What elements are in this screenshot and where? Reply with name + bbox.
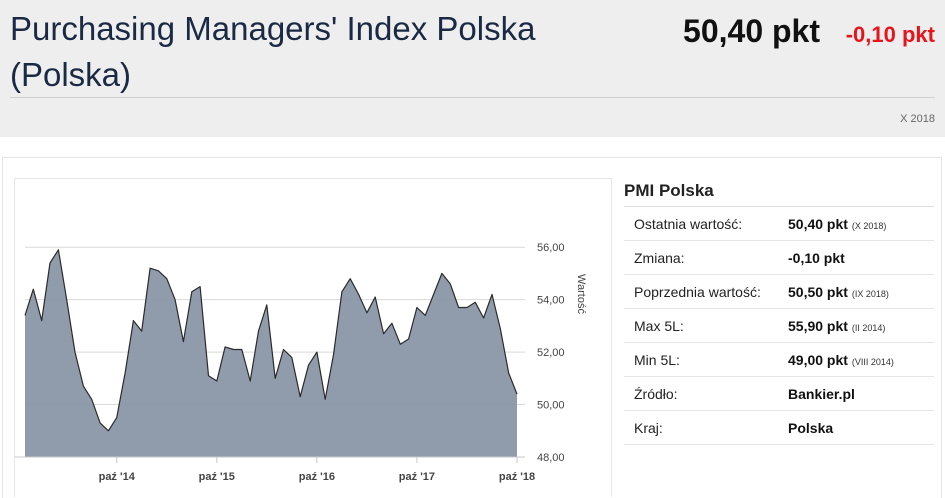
x-axis: paź '14 paź '15 paź '16 paź '17 paź '18 (15, 456, 535, 483)
y-tick-label: 56,00 (537, 242, 565, 254)
x-tick-label: paź '15 (199, 471, 235, 483)
stats-label: Max 5L: (624, 308, 788, 343)
stats-value: -0,10 pkt (788, 249, 845, 266)
x-tick-label: paź '16 (299, 471, 335, 483)
stats-row: Kraj: Polska (624, 410, 934, 445)
stats-value: 55,90 pkt (788, 317, 848, 334)
stats-note: (X 2018) (851, 220, 887, 231)
page-title: Purchasing Managers' Index Polska (Polsk… (10, 10, 536, 93)
y-axis: 56,00 54,00 52,00 50,00 48,00 (537, 242, 565, 464)
stats-note: (II 2014) (851, 322, 886, 333)
stats-row: Max 5L: 55,90 pkt (II 2014) (624, 308, 934, 343)
stats-label: Źródło: (624, 376, 788, 411)
x-tick-label: paź '18 (499, 471, 535, 483)
series-area (25, 249, 517, 457)
date-stamp: X 2018 (900, 113, 935, 125)
series-line (24, 249, 518, 432)
x-tick-label: paź '14 (99, 471, 136, 483)
header-bar: Purchasing Managers' Index Polska (Polsk… (0, 0, 945, 137)
change-value: -0,10 pkt (845, 22, 935, 47)
stats-value: 49,00 pkt (788, 351, 848, 368)
stats-label: Min 5L: (624, 342, 788, 377)
stats-value: 50,40 pkt (788, 215, 848, 232)
x-tick-label: paź '17 (399, 471, 435, 483)
header-divider (10, 97, 935, 98)
chart-container: 56,00 54,00 52,00 50,00 48,00 paź '14 paź '15… (14, 178, 612, 497)
source-link[interactable]: Bankier.pl (788, 385, 855, 402)
stats-panel: PMI Polska Ostatnia wartość: 50,40 pkt (… (624, 178, 934, 445)
stats-label: Poprzednia wartość: (624, 274, 788, 309)
y-tick-label: 50,00 (537, 400, 565, 412)
stats-label: Kraj: (624, 410, 788, 445)
stats-table: Ostatnia wartość: 50,40 pkt (X 2018) Zmi… (624, 207, 934, 445)
stats-row: Źródło: Bankier.pl (624, 376, 934, 411)
y-tick-label: 48,00 (537, 452, 565, 464)
stats-panel-title: PMI Polska (624, 178, 934, 207)
stats-label: Ostatnia wartość: (624, 207, 788, 241)
y-axis-label: Wartość (575, 274, 587, 314)
stats-label: Zmiana: (624, 240, 788, 275)
stats-note: (IX 2018) (851, 288, 889, 299)
current-value: 50,40 pkt (683, 13, 820, 49)
y-tick-label: 54,00 (537, 295, 565, 307)
pmi-chart: 56,00 54,00 52,00 50,00 48,00 paź '14 paź '15… (15, 242, 587, 483)
stats-row: Min 5L: 49,00 pkt (VIII 2014) (624, 342, 934, 377)
stats-value: 50,50 pkt (788, 283, 848, 300)
stats-row: Zmiana: -0,10 pkt (624, 240, 934, 275)
stats-row: Ostatnia wartość: 50,40 pkt (X 2018) (624, 207, 934, 241)
y-tick-label: 52,00 (537, 347, 565, 359)
stats-value: Polska (788, 419, 834, 436)
stats-note: (VIII 2014) (851, 356, 894, 367)
stats-row: Poprzednia wartość: 50,50 pkt (IX 2018) (624, 274, 934, 309)
